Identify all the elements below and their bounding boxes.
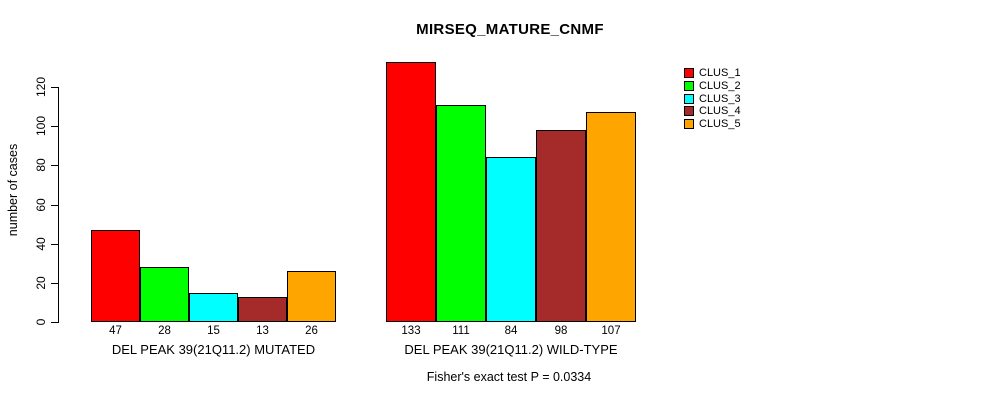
y-tick-label: 60 [34,198,48,212]
legend-item-clus_1: CLUS_1 [684,67,764,79]
legend-swatch [684,68,694,78]
legend-item-clus_4: CLUS_4 [684,105,764,117]
legend-swatch [684,94,694,104]
y-tick-label: 0 [34,318,48,326]
group-label: DEL PEAK 39(21Q11.2) MUTATED [111,342,316,357]
y-axis-title: number of cases [6,143,20,237]
bar-clus_2-group2 [436,105,486,322]
y-tick-mark [51,126,58,127]
legend-item-clus_2: CLUS_2 [684,80,764,92]
plot-title: MIRSEQ_MATURE_CNMF [416,21,604,38]
bar-value-label: 98 [554,325,568,337]
y-tick-mark [51,205,58,206]
bar-clus_2-group1 [140,267,189,322]
y-tick-label: 120 [34,76,48,98]
bar-clus_4-group1 [238,297,287,322]
y-tick-mark [51,165,58,166]
bar-clus_5-group2 [586,112,636,322]
legend-label: CLUS_5 [699,118,741,130]
bar-clus_3-group2 [486,157,536,322]
legend-label: CLUS_1 [699,67,741,79]
group-label: DEL PEAK 39(21Q11.2) WILD-TYPE [404,342,618,357]
y-tick-label: 80 [34,158,48,172]
bar-value-label: 47 [109,325,122,337]
legend-item-clus_5: CLUS_5 [684,118,764,130]
y-tick-mark [51,87,58,88]
p-value-caption: Fisher's exact test P = 0.0334 [426,370,592,384]
bar-value-label: 111 [452,325,470,337]
y-tick-mark [51,244,58,245]
legend-swatch [684,119,694,129]
bar-clus_1-group1 [91,230,140,322]
y-axis-line [58,87,59,323]
y-tick-label: 40 [34,237,48,251]
bar-clus_4-group2 [536,130,586,322]
y-tick-mark [51,283,58,284]
bar-value-label: 133 [401,325,421,337]
legend-swatch [684,81,694,91]
y-tick-label: 100 [34,115,48,137]
y-tick-mark [51,322,58,323]
bar-clus_1-group2 [386,62,436,322]
bar-value-label: 26 [305,325,318,337]
bar-value-label: 15 [207,325,220,337]
bar-value-label: 28 [158,325,171,337]
legend-item-clus_3: CLUS_3 [684,93,764,105]
y-tick-label: 20 [34,276,48,290]
legend-label: CLUS_4 [699,105,741,117]
bar-clus_5-group1 [287,271,336,322]
legend-label: CLUS_3 [699,93,741,105]
legend-label: CLUS_2 [699,80,741,92]
bar-value-label: 107 [601,325,621,337]
bar-value-label: 84 [504,325,518,337]
legend-swatch [684,106,694,116]
bar-value-label: 13 [256,325,269,337]
bar-clus_3-group1 [189,293,238,322]
